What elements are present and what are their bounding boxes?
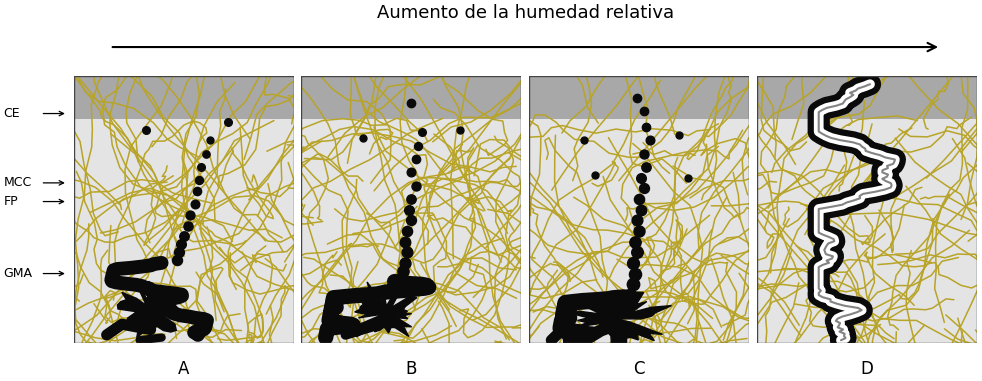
Bar xyxy=(74,76,294,119)
Text: Aumento de la humedad relativa: Aumento de la humedad relativa xyxy=(377,4,674,22)
Text: MCC: MCC xyxy=(4,176,32,189)
Text: CE: CE xyxy=(4,107,21,120)
Text: C: C xyxy=(633,360,645,378)
Bar xyxy=(529,119,749,343)
Bar xyxy=(301,119,521,343)
Text: A: A xyxy=(178,360,190,378)
Text: B: B xyxy=(406,360,417,378)
Polygon shape xyxy=(118,281,183,338)
Bar xyxy=(757,119,977,343)
Bar xyxy=(757,76,977,119)
Polygon shape xyxy=(347,282,416,337)
Bar xyxy=(74,119,294,343)
Text: GMA: GMA xyxy=(4,267,32,280)
Text: FP: FP xyxy=(4,195,19,208)
Polygon shape xyxy=(570,292,672,352)
Bar xyxy=(301,76,521,119)
Text: D: D xyxy=(860,360,874,378)
Bar xyxy=(529,76,749,119)
